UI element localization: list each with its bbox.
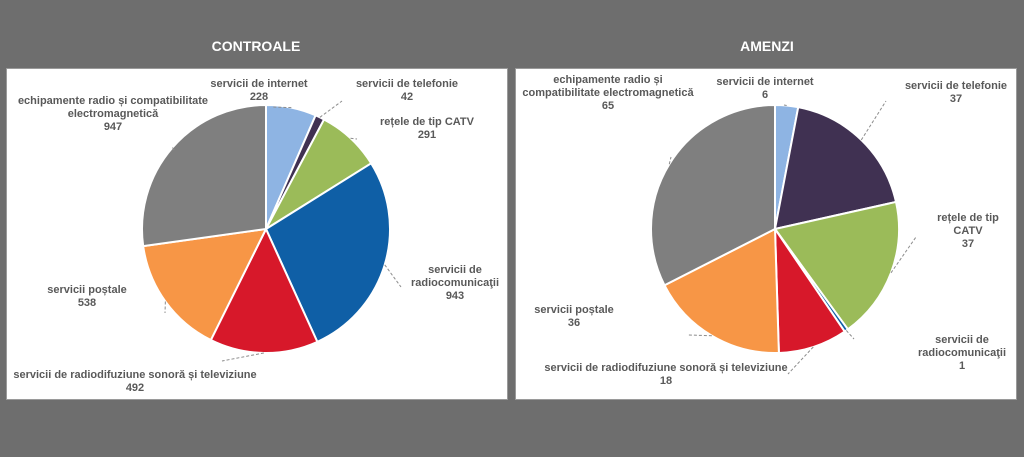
pie-slice-servicii-de-radiocomunicatii: [264, 161, 391, 344]
leader-line-servicii-de-radiocomunicatii: [845, 330, 855, 340]
leader-line-servicii-de-radiodifuziune-sonora-si-televiziune: [787, 346, 814, 375]
pie-slice-echipamente-radio-si-compatibilitate-electromagnetica: [141, 103, 267, 248]
pie-chart-controale: servicii de internet 228 servicii de telef…: [13, 78, 499, 394]
chart-title-amenzi: AMENZI: [740, 38, 794, 54]
pie-chart-amenzi: servicii de internet 6 servicii de telefon…: [522, 74, 1007, 387]
leader-line-retele-de-tip-catv: [350, 137, 358, 140]
data-label-servicii-de-internet: servicii de internet 6: [716, 76, 814, 101]
leader-line-servicii-de-telefonie: [319, 100, 343, 118]
pie-slice-echipamente-radio-si-compatibilitate-electromagnetica: [650, 103, 776, 287]
data-label-servicii-de-radiodifuziune-sonora-si-televiziune: servicii de radiodifuziune sonoră și tel…: [13, 369, 256, 394]
chart-panel-amenzi: servicii de internet 6 servicii de telefon…: [515, 68, 1017, 400]
leader-line-echipamente-radio-si-compatibilitate-electromagnetica: [668, 156, 672, 165]
chart-panel-controale: servicii de internet 228 servicii de telef…: [6, 68, 508, 400]
leader-line-retele-de-tip-catv: [890, 236, 917, 274]
data-label-servicii-de-radiocomunicatii: servicii de radiocomunicaţii 943: [411, 264, 499, 302]
leader-line-echipamente-radio-si-compatibilitate-electromagnetica: [172, 147, 176, 152]
leader-line-servicii-de-telefonie: [860, 100, 887, 141]
data-label-servicii-de-telefonie: servicii de telefonie 37: [905, 80, 1007, 105]
data-label-servicii-de-telefonie: servicii de telefonie 42: [356, 78, 458, 103]
data-label-servicii-postale: servicii poștale 36: [534, 304, 614, 329]
data-label-echipamente-radio-si-compatibilitate-electromagnetica: echipamente radio și compatibilitate elec…: [522, 74, 694, 112]
pie-slice-servicii-postale: [142, 227, 268, 342]
data-label-retele-de-tip-catv: rețele de tip CATV 291: [380, 116, 475, 141]
data-label-servicii-de-internet: servicii de internet 228: [210, 78, 308, 103]
leader-line-servicii-postale: [687, 334, 712, 337]
leader-line-servicii-de-radiodifuziune-sonora-si-televiziune: [221, 352, 264, 362]
leader-line-servicii-de-internet: [271, 106, 292, 109]
chart-title-controale: CONTROALE: [211, 38, 301, 54]
data-label-retele-de-tip-catv: rețele de tip CATV 37: [937, 212, 999, 250]
leader-line-servicii-de-internet: [783, 104, 787, 107]
pie-slice-servicii-de-radiodifuziune-sonora-si-televiziune: [209, 226, 319, 354]
leader-line-servicii-de-radiocomunicatii: [384, 264, 402, 288]
data-label-servicii-postale: servicii poștale 538: [47, 284, 127, 309]
data-label-echipamente-radio-si-compatibilitate-electromagnetica: echipamente radio și compatibilitate elec…: [18, 95, 208, 133]
data-label-servicii-de-radiocomunicatii: servicii de radiocomunicaţii 1: [918, 334, 1006, 372]
data-label-servicii-de-radiodifuziune-sonora-si-televiziune: servicii de radiodifuziune sonoră și tel…: [544, 362, 787, 387]
